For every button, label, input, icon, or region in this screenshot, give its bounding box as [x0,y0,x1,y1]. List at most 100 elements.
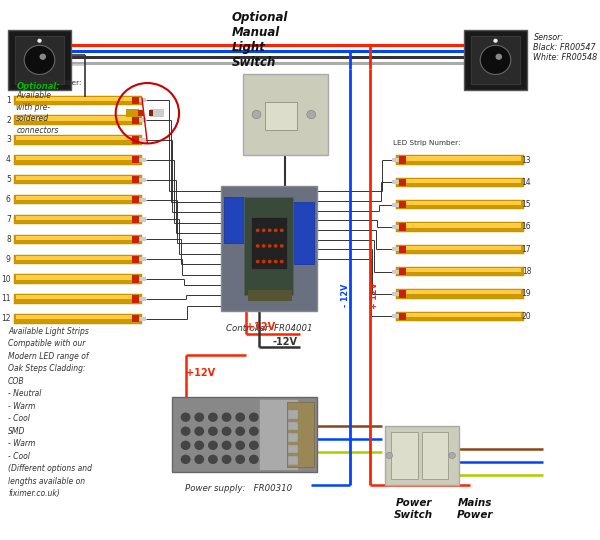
FancyBboxPatch shape [398,268,521,272]
FancyBboxPatch shape [224,197,245,244]
Circle shape [274,260,278,264]
Circle shape [280,260,284,264]
FancyBboxPatch shape [132,117,139,124]
FancyBboxPatch shape [139,317,146,321]
Text: 10: 10 [1,274,11,284]
FancyBboxPatch shape [16,255,139,260]
FancyBboxPatch shape [392,180,398,185]
Circle shape [181,413,191,422]
FancyBboxPatch shape [396,267,524,276]
FancyBboxPatch shape [132,216,139,223]
FancyBboxPatch shape [139,98,146,102]
FancyBboxPatch shape [14,294,142,303]
FancyBboxPatch shape [16,235,139,240]
FancyBboxPatch shape [392,202,398,207]
Circle shape [235,413,245,422]
FancyBboxPatch shape [16,136,139,140]
Circle shape [249,455,259,464]
FancyBboxPatch shape [221,186,317,311]
FancyBboxPatch shape [16,315,139,319]
Text: LED Strip Number:: LED Strip Number: [393,139,461,145]
FancyBboxPatch shape [392,247,398,252]
Circle shape [274,244,278,248]
FancyBboxPatch shape [14,215,142,224]
FancyBboxPatch shape [398,157,521,160]
Circle shape [194,413,204,422]
Circle shape [40,53,46,60]
Circle shape [449,453,455,458]
Circle shape [256,260,260,264]
FancyBboxPatch shape [398,291,406,298]
Circle shape [386,453,392,458]
FancyBboxPatch shape [132,235,139,243]
FancyBboxPatch shape [464,30,527,90]
FancyBboxPatch shape [139,218,146,221]
FancyBboxPatch shape [398,313,406,320]
FancyBboxPatch shape [8,30,71,90]
Text: 6: 6 [6,195,11,204]
Text: 12: 12 [1,314,11,323]
Text: 16: 16 [521,222,531,232]
FancyBboxPatch shape [139,257,146,261]
FancyBboxPatch shape [16,117,139,120]
FancyBboxPatch shape [398,224,406,231]
FancyBboxPatch shape [392,158,398,162]
Text: 18: 18 [522,267,531,276]
FancyBboxPatch shape [398,246,406,253]
FancyBboxPatch shape [137,110,144,116]
Circle shape [208,427,218,436]
FancyBboxPatch shape [265,102,298,130]
FancyBboxPatch shape [287,402,314,467]
Text: Controller: FR04001: Controller: FR04001 [226,324,312,333]
Circle shape [208,441,218,450]
FancyBboxPatch shape [16,97,139,101]
FancyBboxPatch shape [392,292,398,296]
Text: Mains
Power: Mains Power [457,498,493,520]
Text: 9: 9 [6,255,11,264]
FancyBboxPatch shape [14,235,142,244]
Circle shape [194,427,204,436]
FancyBboxPatch shape [288,422,298,430]
Text: 8: 8 [6,235,11,244]
Circle shape [249,441,259,450]
FancyBboxPatch shape [398,179,521,183]
Text: +12V: +12V [245,322,275,332]
FancyBboxPatch shape [288,445,298,453]
FancyBboxPatch shape [150,109,164,117]
FancyBboxPatch shape [396,178,524,187]
Circle shape [37,39,41,43]
FancyBboxPatch shape [139,158,146,162]
FancyBboxPatch shape [14,136,142,145]
Circle shape [280,228,284,232]
FancyBboxPatch shape [14,175,142,184]
FancyBboxPatch shape [132,196,139,203]
Circle shape [262,260,266,264]
FancyBboxPatch shape [288,433,298,442]
FancyBboxPatch shape [244,197,293,295]
Text: LED Strip Number:: LED Strip Number: [14,80,81,86]
Text: 7: 7 [6,215,11,224]
FancyBboxPatch shape [391,433,418,479]
Circle shape [262,228,266,232]
Circle shape [268,260,272,264]
Text: Available Light Strips
Compatible with our
Modern LED range of
Oak Steps Claddin: Available Light Strips Compatible with o… [8,327,92,498]
Text: Optional:: Optional: [16,82,60,91]
Circle shape [221,413,232,422]
FancyBboxPatch shape [132,315,139,322]
FancyBboxPatch shape [243,74,328,155]
Circle shape [480,45,511,75]
FancyBboxPatch shape [396,200,524,210]
FancyBboxPatch shape [288,456,298,464]
Text: 20: 20 [521,312,531,321]
FancyBboxPatch shape [398,291,521,294]
Circle shape [256,228,260,232]
FancyBboxPatch shape [398,313,521,317]
Circle shape [307,110,316,119]
FancyBboxPatch shape [14,116,142,125]
Circle shape [181,427,191,436]
Circle shape [194,455,204,464]
FancyBboxPatch shape [470,36,520,84]
Circle shape [208,455,218,464]
FancyBboxPatch shape [392,225,398,229]
FancyBboxPatch shape [132,156,139,164]
